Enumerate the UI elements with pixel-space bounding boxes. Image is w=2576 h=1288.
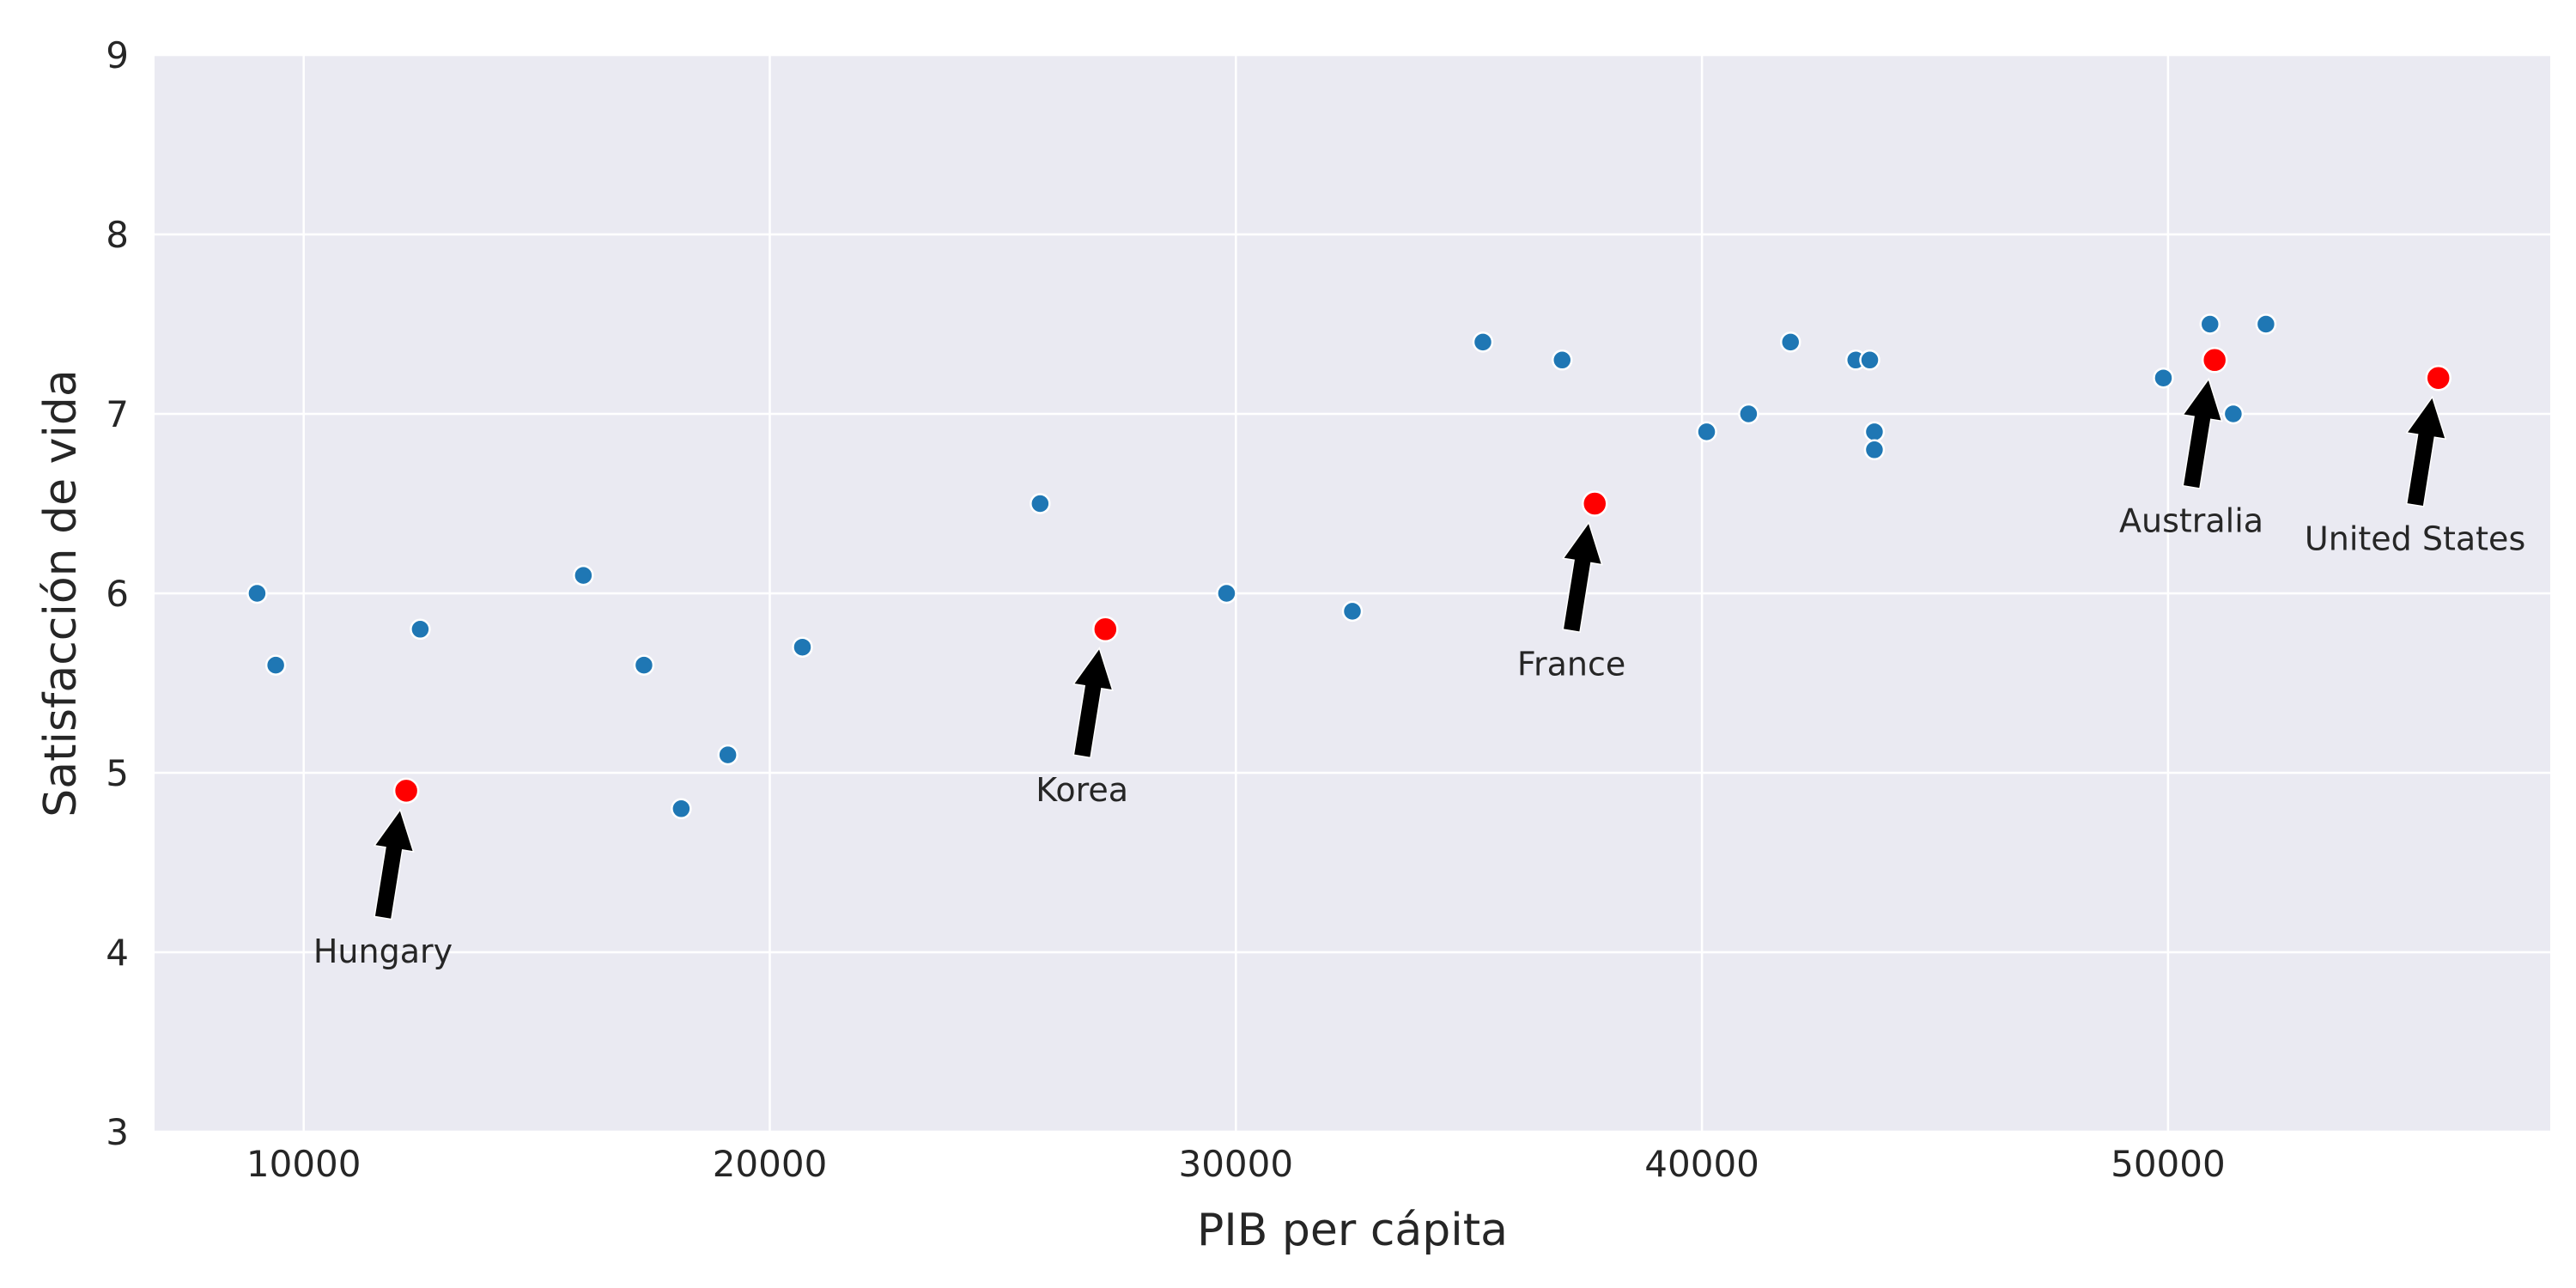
data-point	[1552, 349, 1573, 371]
annotation-arrow	[1561, 520, 1603, 634]
y-tick-labels: 3 4 5 6 7 8 9	[106, 34, 129, 1153]
x-tick-label: 50000	[2111, 1143, 2226, 1185]
data-point	[671, 798, 692, 820]
annotation-label: France	[1517, 646, 1625, 683]
data-point	[717, 744, 738, 766]
data-point	[1779, 331, 1801, 353]
y-tick-label: 5	[106, 752, 129, 794]
y-tick-label: 6	[106, 573, 129, 615]
annotation-label: United States	[2305, 519, 2525, 557]
data-point	[573, 564, 594, 586]
annotation-label: Hungary	[313, 933, 453, 970]
data-point	[2222, 403, 2245, 425]
highlighted-point	[392, 777, 420, 805]
y-axis-label: Satisfacción de vida	[35, 369, 87, 817]
y-tick-label: 7	[106, 393, 129, 435]
highlighted-point	[1582, 490, 1608, 517]
data-point	[1738, 403, 1759, 425]
highlighted-point	[1092, 616, 1119, 643]
y-tick-label: 9	[106, 34, 129, 76]
data-point	[1472, 331, 1494, 353]
y-tick-label: 4	[106, 932, 129, 974]
x-tick-label: 20000	[713, 1143, 828, 1185]
highlighted-point	[2201, 347, 2228, 374]
highlighted-points	[392, 347, 2451, 805]
annotation-arrows	[373, 377, 2447, 920]
x-tick-labels: 10000 20000 30000 40000 50000	[246, 1143, 2226, 1185]
data-point	[1863, 421, 1886, 443]
data-points	[246, 313, 2277, 820]
data-point	[1696, 421, 1717, 443]
data-point	[2199, 313, 2221, 335]
data-point	[246, 582, 268, 605]
annotation-arrow	[1072, 647, 1114, 759]
x-tick-label: 40000	[1644, 1143, 1759, 1185]
y-tick-label: 3	[106, 1111, 129, 1153]
annotation-label: Korea	[1036, 771, 1128, 809]
annotation-arrow	[2181, 377, 2223, 489]
data-point	[1341, 600, 1364, 623]
data-point	[1216, 582, 1237, 605]
y-tick-label: 8	[106, 214, 129, 256]
x-axis-label: PIB per cápita	[1197, 1205, 1508, 1256]
annotation-arrow	[373, 808, 415, 920]
data-point	[2153, 367, 2174, 389]
data-point	[792, 636, 813, 658]
annotation-label: Australia	[2119, 501, 2263, 539]
data-point	[1859, 349, 1880, 371]
annotation-arrow	[2405, 395, 2447, 507]
data-point	[1863, 439, 1886, 461]
x-tick-label: 10000	[246, 1143, 361, 1185]
data-point	[410, 618, 431, 641]
data-point	[264, 654, 287, 676]
x-tick-label: 30000	[1178, 1143, 1293, 1185]
data-point	[2255, 313, 2277, 335]
data-point	[1030, 493, 1051, 514]
data-point	[633, 654, 655, 676]
highlighted-point	[2425, 364, 2451, 392]
annotation-labels: Hungary Korea France Australia United States	[313, 501, 2525, 970]
